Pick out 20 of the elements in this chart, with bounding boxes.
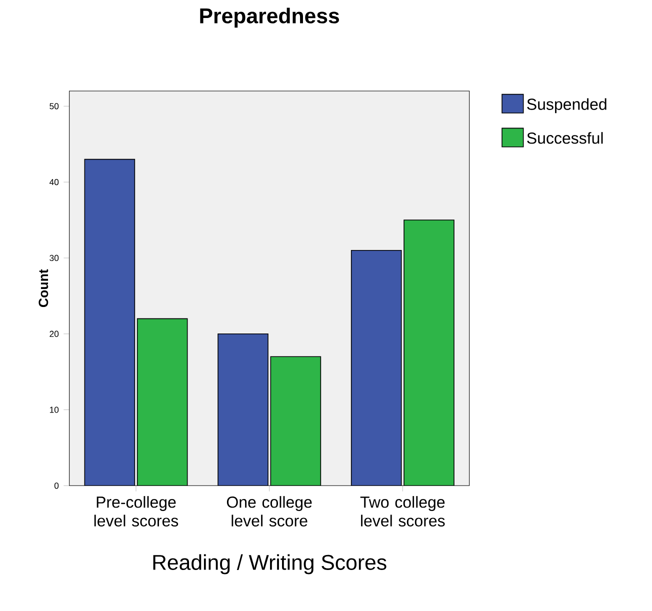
chart-title: Preparedness bbox=[200, 8, 339, 28]
bar bbox=[404, 220, 454, 486]
x-axis-title: Reading / Writing Scores bbox=[153, 554, 386, 574]
bar bbox=[136, 318, 188, 486]
y-tick-label: 20 bbox=[50, 330, 59, 337]
bar bbox=[350, 250, 402, 486]
bar bbox=[270, 356, 322, 486]
legend-label: Successful bbox=[527, 132, 603, 144]
y-tick-label: 50 bbox=[50, 103, 59, 110]
y-tick-label: 40 bbox=[50, 179, 59, 186]
y-tick-label: 10 bbox=[50, 406, 59, 413]
y-axis-title: Count bbox=[38, 269, 48, 308]
bar bbox=[218, 333, 268, 486]
legend-label: Suspended bbox=[527, 98, 606, 114]
y-tick-label: 30 bbox=[50, 254, 59, 262]
x-tick-label: One college level score bbox=[226, 496, 312, 526]
x-tick-label: Two college level scores bbox=[360, 496, 445, 526]
x-tick-label: Pre-college level scores bbox=[94, 496, 178, 526]
y-tick-label: 0 bbox=[54, 482, 59, 489]
bar bbox=[84, 158, 136, 486]
